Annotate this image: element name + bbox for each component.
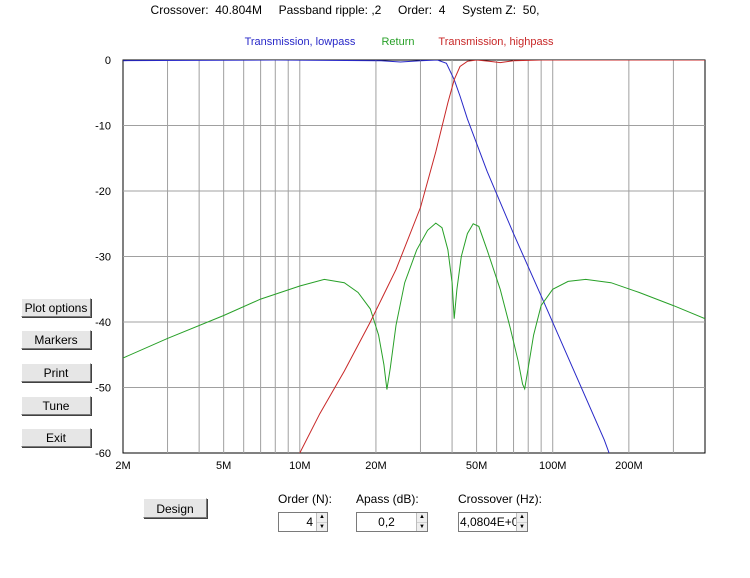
apass-spin-arrows[interactable]: ▲ ▼ [416,513,427,531]
crossover-spin-arrows[interactable]: ▲ ▼ [516,513,527,531]
system-z-value: 50, [522,3,540,17]
passband-ripple-value: ,2 [371,3,382,17]
arrow-down-icon[interactable]: ▼ [319,523,325,530]
crossover-stepper[interactable]: 4,0804E+07 ▲ ▼ [458,512,528,532]
plot-options-button[interactable]: Plot options [21,298,91,317]
exit-button[interactable]: Exit [21,428,91,447]
y-tick-label: -50 [95,383,111,395]
legend-entry: Return [381,36,414,48]
order-spin-arrows[interactable]: ▲ ▼ [316,513,327,531]
markers-button[interactable]: Markers [21,330,91,349]
series-lowpass-line [123,60,610,453]
order-input[interactable]: 4 [306,515,313,529]
legend-entry: Transmission, highpass [438,36,554,48]
x-tick-label: 10M [289,460,310,472]
x-tick-label: 50M [466,460,487,472]
system-z-label: System Z: [462,3,517,17]
design-button[interactable]: Design [143,498,207,518]
design-summary: Crossover: 40.804M Passband ripple: ,2 O… [0,3,690,17]
x-tick-label: 20M [365,460,386,472]
y-tick-label: -40 [95,317,111,329]
order-field-label: Order (N): [278,492,332,506]
apass-stepper[interactable]: 0,2 ▲ ▼ [356,512,428,532]
y-tick-label: 0 [105,55,111,67]
order-value: 4 [438,3,446,17]
crossover-field-label: Crossover (Hz): [458,492,543,506]
legend: Transmission, lowpass Return Transmission,… [245,36,554,48]
x-tick-label: 5M [216,460,231,472]
arrow-up-icon[interactable]: ▲ [417,513,427,523]
arrow-up-icon[interactable]: ▲ [517,513,527,523]
legend-entry: Transmission, lowpass [245,36,356,48]
y-tick-label: -20 [95,186,111,198]
series-return-line [123,222,705,391]
crossover-input[interactable]: 4,0804E+07 [460,515,516,529]
order-stepper[interactable]: 4 ▲ ▼ [278,512,328,532]
order-label: Order: [398,3,433,17]
x-tick-label: 100M [539,460,567,472]
series-highpass-line [299,60,705,453]
arrow-down-icon[interactable]: ▼ [419,523,425,530]
series [123,60,705,453]
crossover-label: Crossover: [150,3,209,17]
apass-input[interactable]: 0,2 [378,515,395,529]
y-tick-label: -30 [95,252,111,264]
crossover-value: 40.804M [215,3,262,17]
x-tick-label: 200M [615,460,643,472]
axes: 0 -10 -20 -30 -40 -50 -60 2M 5M 10M 20M 50M 100M 200M [95,55,643,472]
arrow-down-icon[interactable]: ▼ [519,523,525,530]
passband-ripple-label: Passband ripple: [278,3,368,17]
x-tick-label: 2M [115,460,130,472]
print-button[interactable]: Print [21,363,91,382]
apass-field-label: Apass (dB): [356,492,419,506]
arrow-up-icon[interactable]: ▲ [317,513,327,523]
tune-button[interactable]: Tune [21,396,91,415]
y-tick-label: -10 [95,121,111,133]
grid [123,60,705,453]
y-tick-label: -60 [95,448,111,460]
